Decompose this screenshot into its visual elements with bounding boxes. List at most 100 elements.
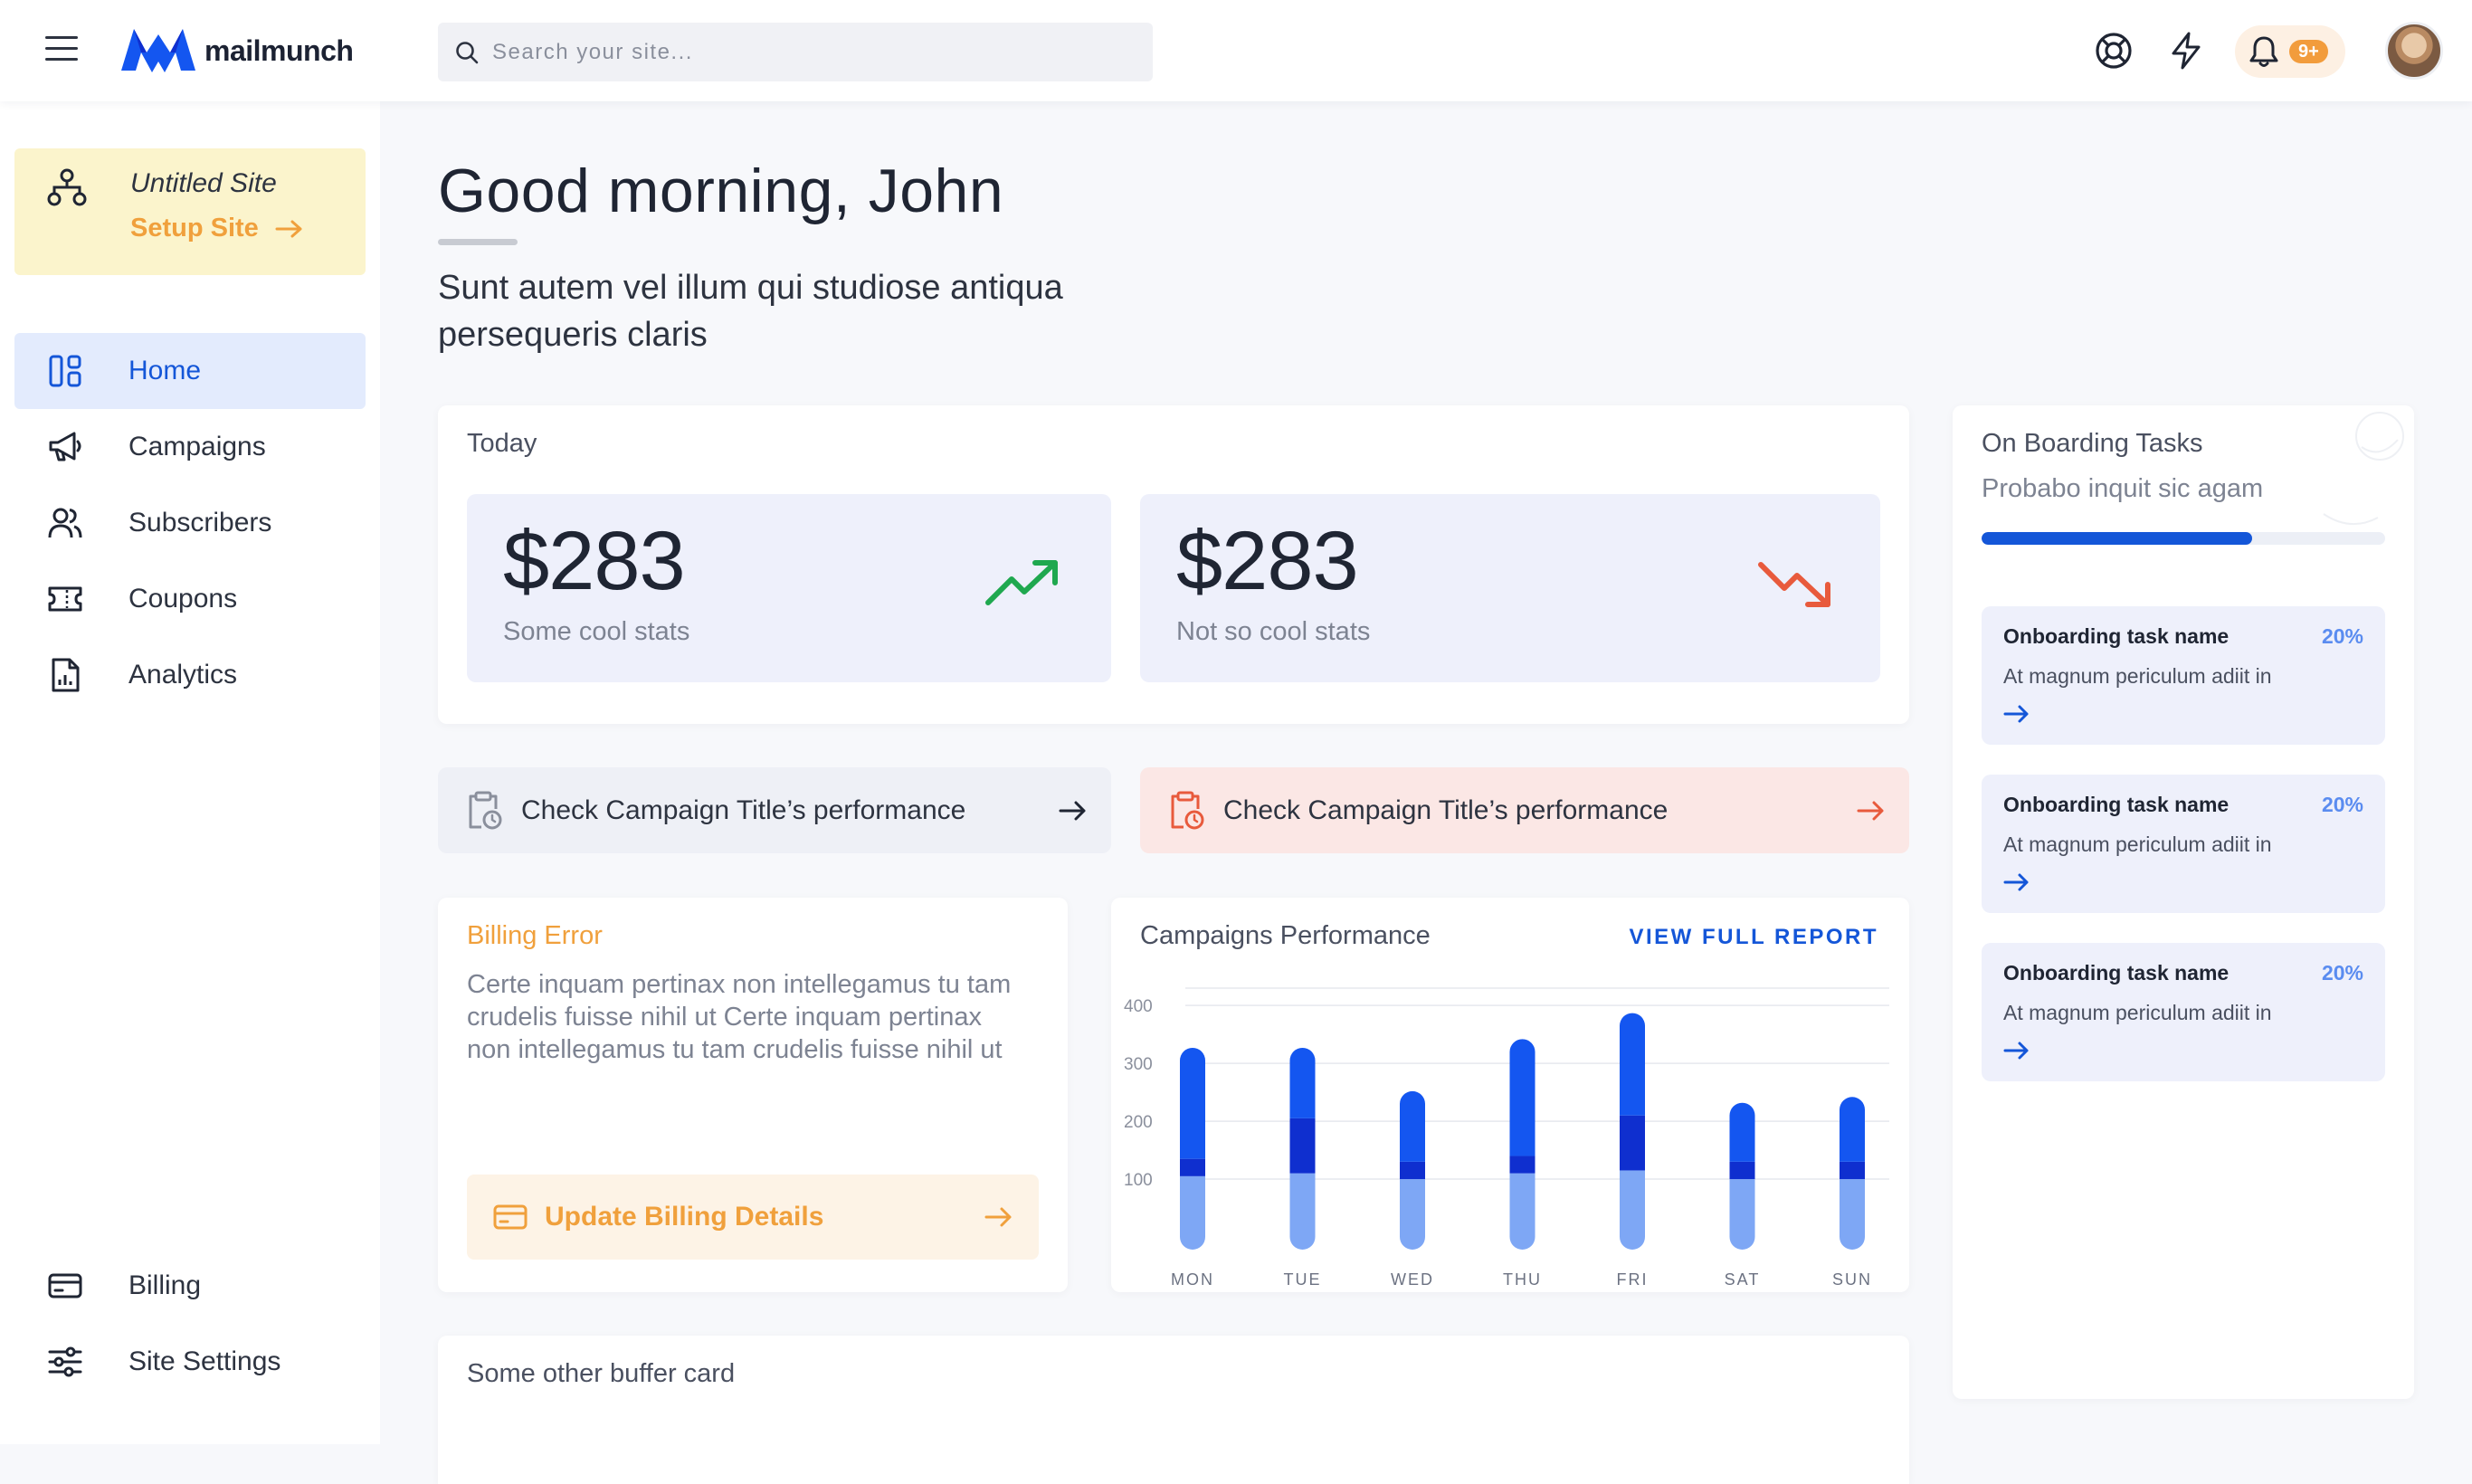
- bar-segment[interactable]: [1400, 1161, 1425, 1180]
- today-title: Today: [467, 429, 537, 458]
- bar-cap-bottom: [1729, 1224, 1755, 1250]
- bar-segment[interactable]: [1840, 1161, 1865, 1180]
- arrow-right-icon: [2003, 705, 2029, 723]
- sidebar-item-label: Home: [128, 356, 202, 385]
- clipboard-clock-icon: [469, 791, 502, 829]
- view-full-report-link[interactable]: VIEW FULL REPORT: [1629, 925, 1878, 949]
- task-name: Onboarding task name: [2003, 793, 2230, 816]
- task-percent: 20%: [2321, 961, 2363, 985]
- sidebar-item-billing[interactable]: Billing: [14, 1248, 366, 1324]
- stat-card-down[interactable]: $283 Not so cool stats: [1140, 494, 1880, 682]
- clipboard-clock-icon: [1171, 791, 1204, 829]
- sidebar-item-label: Campaigns: [128, 432, 266, 461]
- x-tick-label: THU: [1503, 1270, 1542, 1289]
- title-underline: [438, 239, 518, 245]
- sliders-icon: [47, 1344, 83, 1380]
- performance-title: Campaigns Performance: [1140, 921, 1431, 950]
- stat-label: Not so cool stats: [1176, 617, 1371, 646]
- sidebar-item-analytics[interactable]: Analytics: [14, 637, 366, 713]
- update-billing-button[interactable]: Update Billing Details: [467, 1175, 1039, 1260]
- sidebar-item-campaigns[interactable]: Campaigns: [14, 409, 366, 485]
- bar-cap-top: [1289, 1047, 1316, 1073]
- task-description: At magnum periculum adiit in: [2003, 832, 2272, 856]
- sidebar-item-label: Coupons: [128, 584, 238, 614]
- bar-cap-top: [1729, 1102, 1755, 1128]
- lightning-icon[interactable]: [2166, 31, 2206, 71]
- bar-cap-bottom: [1620, 1224, 1645, 1250]
- y-tick-label: 300: [1124, 1055, 1153, 1074]
- brand-logo[interactable]: mailmunch: [121, 25, 354, 76]
- sidebar-item-site-settings[interactable]: Site Settings: [14, 1324, 366, 1400]
- bar-cap-bottom: [1180, 1224, 1205, 1250]
- arrow-right-icon: [275, 220, 302, 237]
- hamburger-menu-icon[interactable]: [45, 36, 78, 63]
- onboarding-title: On Boarding Tasks: [1982, 429, 2203, 458]
- task-percent: 20%: [2321, 793, 2363, 816]
- bar-cap-top: [1509, 1039, 1535, 1065]
- report-icon: [47, 657, 83, 693]
- home-grid-icon: [47, 353, 83, 389]
- bar-cap-bottom: [1509, 1224, 1535, 1250]
- site-card[interactable]: Untitled Site Setup Site: [14, 148, 366, 275]
- bar-cap-top: [1180, 1047, 1205, 1073]
- campaigns-performance-card: Campaigns Performance VIEW FULL REPORT 1…: [1111, 898, 1909, 1292]
- ticket-icon: [47, 581, 83, 617]
- bar-segment[interactable]: [1620, 1025, 1645, 1116]
- bell-icon: [2249, 36, 2278, 67]
- onboarding-task[interactable]: Onboarding task name 20% At magnum peric…: [1982, 943, 2385, 1081]
- buffer-card: Some other buffer card: [438, 1336, 1909, 1484]
- billing-error-text: Certe inquam pertinax non intellegamus t…: [467, 970, 1012, 1064]
- sidebar-item-home[interactable]: Home: [14, 333, 366, 409]
- task-description: At magnum periculum adiit in: [2003, 1001, 2272, 1024]
- task-name: Onboarding task name: [2003, 961, 2230, 985]
- sidebar-bottom-nav: Billing Site Settings: [14, 1248, 366, 1400]
- page-subtitle: Sunt autem vel illum qui studiose antiqu…: [438, 269, 1063, 354]
- x-tick-label: FRI: [1617, 1270, 1649, 1289]
- action-label: Check Campaign Title’s performance: [521, 794, 966, 825]
- help-lifebuoy-icon[interactable]: [2094, 31, 2134, 71]
- bar-segment[interactable]: [1289, 1118, 1316, 1174]
- sidebar-item-label: Site Settings: [128, 1346, 281, 1376]
- arrow-right-icon: [2003, 1042, 2029, 1060]
- trend-up-icon: [985, 560, 1058, 605]
- site-name: Untitled Site: [130, 168, 277, 198]
- check-performance-button[interactable]: Check Campaign Title’s performance: [438, 767, 1111, 853]
- arrow-right-icon: [1059, 801, 1086, 820]
- setup-site-link[interactable]: Setup Site: [130, 214, 304, 243]
- performance-bar-chart: 100 200 300 400 MON TUE WED THU FRI SAT SUN: [1124, 987, 1889, 1289]
- stat-card-up[interactable]: $283 Some cool stats: [467, 494, 1111, 682]
- bar-segment[interactable]: [1509, 1051, 1535, 1156]
- onboarding-task[interactable]: Onboarding task name 20% At magnum peric…: [1982, 775, 2385, 913]
- mailmunch-logo-icon: [121, 29, 195, 72]
- bar-segment[interactable]: [1729, 1161, 1755, 1180]
- bar-cap-top: [1620, 1013, 1645, 1039]
- page-title: Good morning, John: [438, 157, 1004, 225]
- update-billing-label: Update Billing Details: [545, 1202, 824, 1232]
- sidebar-item-coupons[interactable]: Coupons: [14, 561, 366, 637]
- notification-count-badge: 9+: [2289, 40, 2328, 63]
- onboarding-progress-fill: [1982, 532, 2252, 545]
- user-avatar[interactable]: [2385, 22, 2443, 80]
- search-bar[interactable]: [438, 23, 1153, 81]
- top-bar: mailmunch 9+: [0, 0, 2472, 101]
- notifications-button[interactable]: 9+: [2235, 25, 2345, 78]
- bar-segment[interactable]: [1620, 1115, 1645, 1171]
- bar-segment[interactable]: [1180, 1158, 1205, 1176]
- arrow-right-icon: [1857, 801, 1884, 820]
- check-performance-alert-button[interactable]: Check Campaign Title’s performance: [1140, 767, 1909, 853]
- task-percent: 20%: [2321, 624, 2363, 648]
- sidebar-item-subscribers[interactable]: Subscribers: [14, 485, 366, 561]
- search-input[interactable]: [492, 39, 1126, 65]
- x-tick-label: MON: [1171, 1270, 1214, 1289]
- billing-error-title: Billing Error: [467, 921, 603, 950]
- megaphone-icon: [47, 429, 83, 465]
- onboarding-task[interactable]: Onboarding task name 20% At magnum peric…: [1982, 606, 2385, 745]
- stat-value: $283: [1176, 515, 1359, 607]
- credit-card-icon: [47, 1268, 83, 1304]
- stat-label: Some cool stats: [503, 617, 690, 646]
- y-tick-label: 200: [1124, 1113, 1153, 1132]
- bar-cap-bottom: [1840, 1224, 1865, 1250]
- bar-segment[interactable]: [1180, 1060, 1205, 1159]
- bar-segment[interactable]: [1509, 1156, 1535, 1174]
- brand-name: mailmunch: [204, 33, 354, 67]
